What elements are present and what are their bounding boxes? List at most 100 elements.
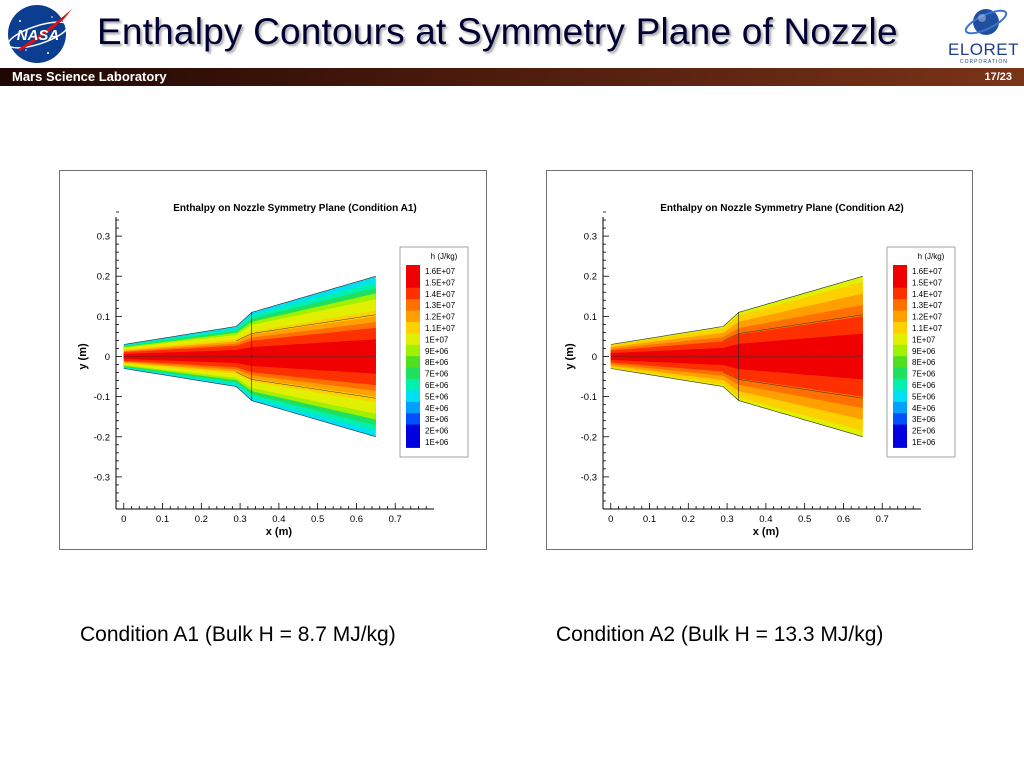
legend-swatch: [406, 390, 420, 403]
legend-swatch: [893, 356, 907, 369]
legend-level: 1.6E+07: [912, 267, 943, 276]
legend-swatch: [406, 436, 420, 448]
y-axis-label: y (m): [564, 343, 576, 370]
legend-level: 6E+06: [912, 381, 936, 390]
contour-plot-a1: Enthalpy on Nozzle Symmetry Plane (Condi…: [59, 170, 487, 550]
legend-level: 5E+06: [425, 392, 449, 401]
legend-swatch: [893, 310, 907, 323]
legend-level: 1.4E+07: [425, 290, 456, 299]
grid-block-line: [236, 371, 376, 399]
nasa-logo-text: NASA: [17, 27, 60, 44]
legend-level: 1.3E+07: [912, 301, 943, 310]
legend-level: 7E+06: [425, 370, 449, 379]
legend-level: 1.2E+07: [425, 313, 456, 322]
legend-swatch: [893, 299, 907, 312]
legend-level: 9E+06: [912, 347, 936, 356]
grid-block-line: [723, 371, 863, 399]
legend-level: 4E+06: [425, 404, 449, 413]
legend-swatch: [893, 436, 907, 448]
legend-level: 5E+06: [912, 392, 936, 401]
x-axis-label: x (m): [753, 526, 780, 538]
legend-level: 9E+06: [425, 347, 449, 356]
legend-level: 7E+06: [912, 370, 936, 379]
contour-plot-svg-a2: Enthalpy on Nozzle Symmetry Plane (Condi…: [564, 203, 956, 538]
legend-swatch: [406, 367, 420, 380]
eloret-logo-text: ELORET: [948, 40, 1020, 59]
legend-level: 1E+07: [425, 335, 449, 344]
legend-level: 1E+07: [912, 335, 936, 344]
caption-condition-a1: Condition A1 (Bulk H = 8.7 MJ/kg): [80, 623, 396, 646]
plot-title-a1: Enthalpy on Nozzle Symmetry Plane (Condi…: [173, 203, 417, 214]
x-tick-label: 0.2: [195, 514, 208, 525]
y-tick-label: -0.3: [94, 472, 110, 483]
x-tick-label: 0.4: [272, 514, 285, 525]
slide-title: Enthalpy Contours at Symmetry Plane of N…: [97, 11, 898, 52]
legend-level: 3E+06: [912, 415, 936, 424]
legend-level: 1.3E+07: [425, 301, 456, 310]
legend-swatch: [406, 356, 420, 369]
banner-title: Mars Science Laboratory: [12, 69, 167, 84]
legend-swatch: [406, 287, 420, 300]
x-tick-label: 0.5: [311, 514, 324, 525]
nozzle-wall-upper: [610, 275, 863, 345]
y-tick-label: -0.3: [581, 472, 597, 483]
y-tick-label: -0.2: [94, 432, 110, 443]
legend-level: 2E+06: [425, 427, 449, 436]
contour-plot-a2: Enthalpy on Nozzle Symmetry Plane (Condi…: [546, 170, 973, 550]
plot-title-a2: Enthalpy on Nozzle Symmetry Plane (Condi…: [660, 203, 904, 214]
legend-swatch: [893, 401, 907, 414]
legend-swatch: [893, 265, 907, 277]
legend-level: 1.6E+07: [425, 267, 456, 276]
contour-plot-svg-a1: Enthalpy on Nozzle Symmetry Plane (Condi…: [77, 203, 469, 538]
legend-level: 1.5E+07: [912, 278, 943, 287]
legend-swatch: [406, 333, 420, 346]
x-tick-label: 0.3: [720, 514, 733, 525]
legend-swatch: [893, 276, 907, 289]
page-number: 17/23: [984, 71, 1012, 83]
x-tick-label: 0.7: [389, 514, 402, 525]
legend-title: h (J/kg): [918, 252, 945, 261]
slide-header: NASA Enthalpy Contours at Symmetry Plane…: [0, 0, 1024, 68]
legend-swatch: [893, 413, 907, 426]
legend-swatch: [893, 367, 907, 380]
grid-block-line: [723, 314, 863, 342]
legend-swatch: [406, 344, 420, 357]
legend-swatch: [893, 424, 907, 437]
legend-swatch: [406, 379, 420, 391]
legend-title: h (J/kg): [431, 252, 458, 261]
x-tick-label: 0.1: [156, 514, 169, 525]
y-tick-label: 0.2: [97, 272, 110, 283]
legend-level: 1.5E+07: [425, 278, 456, 287]
legend-swatch: [893, 344, 907, 357]
legend-level: 1.1E+07: [425, 324, 456, 333]
legend-level: 1.4E+07: [912, 290, 943, 299]
nasa-logo-icon: NASA: [7, 5, 72, 63]
legend-swatch: [406, 424, 420, 437]
y-tick-label: 0: [592, 352, 597, 363]
legend-swatch: [406, 299, 420, 312]
y-axis-label: y (m): [77, 343, 89, 370]
nozzle-wall-upper: [123, 275, 376, 345]
y-tick-label: -0.1: [581, 392, 597, 403]
legend-swatch: [406, 413, 420, 426]
legend-level: 2E+06: [912, 427, 936, 436]
legend-swatch: [893, 333, 907, 346]
legend-level: 8E+06: [912, 358, 936, 367]
nozzle-wall-lower: [610, 368, 863, 438]
legend-swatch: [406, 401, 420, 414]
legend-swatch: [893, 322, 907, 334]
legend-level: 4E+06: [912, 404, 936, 413]
x-axis-label: x (m): [266, 526, 293, 538]
y-tick-label: 0.1: [97, 312, 110, 323]
legend-swatch: [406, 310, 420, 323]
y-tick-label: 0.2: [584, 272, 597, 283]
y-tick-label: -0.1: [94, 392, 110, 403]
grid-block-line: [236, 314, 376, 342]
eloret-logo-icon: [964, 9, 1008, 35]
legend-level: 1.2E+07: [912, 313, 943, 322]
x-tick-label: 0.6: [350, 514, 363, 525]
nozzle-wall-lower: [123, 368, 376, 438]
legend-swatch: [893, 379, 907, 391]
y-tick-label: 0.3: [97, 232, 110, 243]
legend-level: 3E+06: [425, 415, 449, 424]
